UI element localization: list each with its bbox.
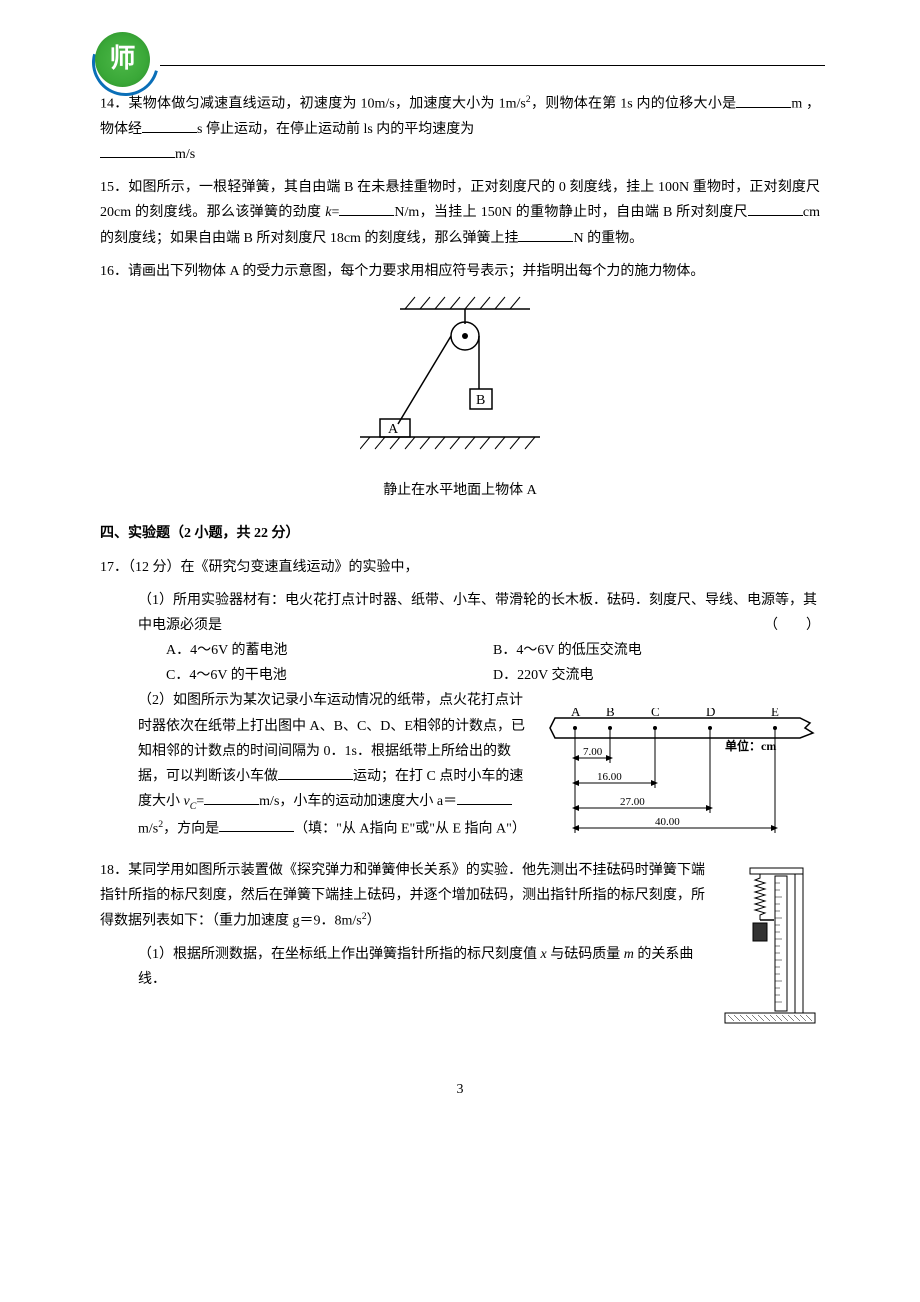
question-18: 18．某同学用如图所示装置做《探究弹力和弹簧伸长关系》的实验．他先测出不挂砝码时… [100, 858, 705, 934]
q16-figure: B A 静止在水平地面上物体 A [100, 294, 820, 503]
q14-t2: ，则物体在第 1s 内的位移大小是 [531, 97, 737, 112]
q17-blank4 [219, 817, 294, 832]
q17-part2-layout: （2）如图所示为某次记录小车运动情况的纸带，点火花打点计时器依次在纸带上打出图中… [100, 688, 820, 857]
q17-p2-num: （2） [138, 693, 173, 708]
q18-text: 18．某同学用如图所示装置做《探究弹力和弹簧伸长关系》的实验．他先测出不挂砝码时… [100, 858, 705, 1037]
q14-t1: 某物体做匀减速直线运动，初速度为 10m/s，加速度大小为 1m/s [129, 97, 526, 112]
question-14: 14．某物体做匀减速直线运动，初速度为 10m/s，加速度大小为 1m/s2，则… [100, 91, 820, 167]
q18-t2: ） [367, 914, 381, 929]
q18-p1-t: 根据所测数据，在坐标纸上作出弹簧指针所指的标尺刻度值 [173, 947, 541, 962]
q14-blank3 [100, 143, 175, 158]
q17-tape-figure: A B C D E 单位：cm 7.00 16.00 [545, 688, 820, 857]
tape-D: D [706, 708, 715, 719]
tape-unit: 单位：cm [725, 738, 776, 753]
q17-p1-num: （1） [138, 593, 173, 608]
q15-num: 15． [100, 180, 128, 195]
q18-p1-t2: 与砝码质量 [547, 947, 624, 962]
q17-paren: （ ） [764, 613, 820, 638]
logo: 师 [95, 32, 150, 87]
question-15: 15．如图所示，一根轻弹簧，其自由端 B 在未悬挂重物时，正对刻度尺的 0 刻度… [100, 175, 820, 251]
tape-diagram: A B C D E 单位：cm 7.00 16.00 [545, 708, 820, 848]
q17-p2-t7: （填："从 A指向 E"或"从 E 指向 A"） [294, 821, 526, 836]
q15-blank2 [748, 201, 803, 216]
q17-points: （12 分）在《研究匀变速直线运动》的实验中， [128, 560, 419, 575]
tape-A: A [571, 708, 581, 719]
q18-m: m [624, 947, 634, 962]
q17-optD: D．220V 交流电 [493, 663, 820, 688]
q17-options-row2: C．4～6V 的干电池 D．220V 交流电 [100, 663, 820, 688]
tape-d1: 7.00 [583, 746, 603, 758]
label-B: B [476, 393, 485, 408]
q18-figure [720, 858, 820, 1037]
q17-p2-t5: m/s [138, 821, 158, 836]
q17-blank2 [204, 790, 259, 805]
q15-t2: = [331, 205, 339, 220]
label-A: A [388, 422, 399, 437]
q14-t5: m/s [175, 147, 195, 162]
q14-blank2 [142, 118, 197, 133]
q15-t3: N/m，当挂上 150N 的重物静止时，自由端 B 所对刻度尺 [394, 205, 748, 220]
q17-optA: A．4～6V 的蓄电池 [166, 638, 493, 663]
q18-t1: 某同学用如图所示装置做《探究弹力和弹簧伸长关系》的实验．他先测出不挂砝码时弹簧下… [100, 863, 705, 929]
logo-circle: 师 [95, 32, 150, 87]
q17-p2-t6: ，方向是 [163, 821, 219, 836]
q18-p1-num: （1） [138, 947, 173, 962]
q17-p2-t4: m/s，小车的运动加速度大小 a＝ [259, 794, 457, 809]
q17-num: 17． [100, 560, 128, 575]
page-container: 师 14．某物体做匀减速直线运动，初速度为 10m/s，加速度大小为 1m/s2… [0, 0, 920, 1142]
q17-blank3 [457, 790, 512, 805]
question-18-layout: 18．某同学用如图所示装置做《探究弹力和弹簧伸长关系》的实验．他先测出不挂砝码时… [100, 858, 820, 1037]
q17-part2-text: （2）如图所示为某次记录小车运动情况的纸带，点火花打点计时器依次在纸带上打出图中… [138, 688, 530, 857]
q17-options-row1: A．4～6V 的蓄电池 B．4～6V 的低压交流电 [100, 638, 820, 663]
q18-part1: （1）根据所测数据，在坐标纸上作出弹簧指针所指的标尺刻度值 x 与砝码质量 m … [100, 942, 705, 992]
q17-optB: B．4～6V 的低压交流电 [493, 638, 820, 663]
q17-p2-t3: = [196, 794, 204, 809]
q16-caption: 静止在水平地面上物体 A [100, 478, 820, 503]
q15-blank1 [339, 201, 394, 216]
q16-t: 请画出下列物体 A 的受力示意图，每个力要求用相应符号表示；并指明出每个力的施力… [128, 264, 704, 279]
q14-num: 14． [100, 97, 129, 112]
q15-blank3 [518, 227, 573, 242]
tape-C: C [651, 708, 660, 719]
q14-t4: s 停止运动，在停止运动前 ls 内的平均速度为 [197, 122, 474, 137]
page-number: 3 [100, 1077, 820, 1102]
q16-num: 16． [100, 264, 128, 279]
q17-optC: C．4～6V 的干电池 [166, 663, 493, 688]
q18-num: 18． [100, 863, 128, 878]
q17-blank1 [278, 765, 353, 780]
question-16: 16．请画出下列物体 A 的受力示意图，每个力要求用相应符号表示；并指明出每个力… [100, 259, 820, 284]
question-17: 17．（12 分）在《研究匀变速直线运动》的实验中， [100, 555, 820, 580]
q17-p1-text: 所用实验器材有：电火花打点计时器、纸带、小车、带滑轮的长木板．砝码．刻度尺、导线… [138, 593, 817, 633]
tape-d2: 16.00 [597, 771, 622, 783]
tape-B: B [606, 708, 615, 719]
tape-d4: 40.00 [655, 816, 680, 828]
content-area: 14．某物体做匀减速直线运动，初速度为 10m/s，加速度大小为 1m/s2，则… [95, 91, 825, 1102]
tape-d3: 27.00 [620, 796, 645, 808]
logo-text: 师 [109, 36, 135, 83]
tape-E: E [771, 708, 779, 719]
header-divider [160, 65, 825, 66]
pulley-diagram: B A [360, 294, 560, 464]
section-4-title: 四、实验题（2 小题，共 22 分） [100, 521, 820, 546]
q15-t5: N 的重物。 [573, 231, 643, 246]
q17-part1: （1）所用实验器材有：电火花打点计时器、纸带、小车、带滑轮的长木板．砝码．刻度尺… [100, 588, 820, 638]
q14-blank1 [736, 93, 791, 108]
spring-diagram [720, 858, 820, 1028]
